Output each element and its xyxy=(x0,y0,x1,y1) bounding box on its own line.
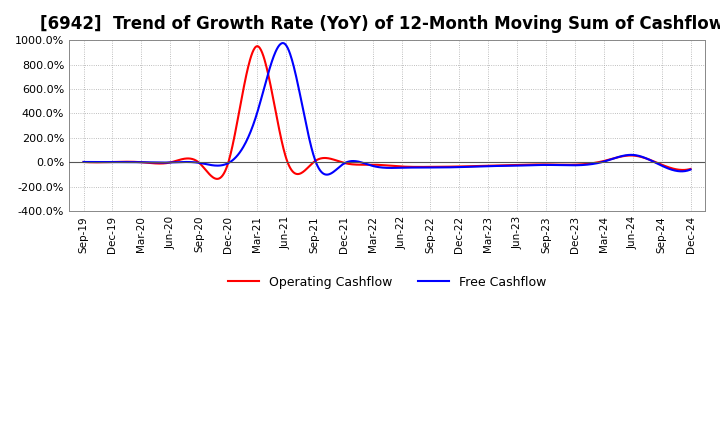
Line: Free Cashflow: Free Cashflow xyxy=(84,43,690,175)
Operating Cashflow xyxy=(554,162,562,167)
Free Cashflow xyxy=(686,167,695,172)
Free Cashflow xyxy=(141,160,150,165)
Operating Cashflow xyxy=(348,161,356,167)
Operating Cashflow xyxy=(141,160,150,165)
Operating Cashflow xyxy=(213,176,222,182)
Free Cashflow xyxy=(498,163,506,169)
Operating Cashflow xyxy=(326,156,335,161)
Legend: Operating Cashflow, Free Cashflow: Operating Cashflow, Free Cashflow xyxy=(223,271,552,294)
Free Cashflow xyxy=(554,162,562,168)
Free Cashflow xyxy=(323,172,331,177)
Free Cashflow xyxy=(348,158,356,164)
Free Cashflow xyxy=(326,171,335,176)
Title: [6942]  Trend of Growth Rate (YoY) of 12-Month Moving Sum of Cashflows: [6942] Trend of Growth Rate (YoY) of 12-… xyxy=(40,15,720,33)
Operating Cashflow xyxy=(79,159,88,165)
Free Cashflow xyxy=(564,163,573,168)
Operating Cashflow xyxy=(498,163,506,168)
Operating Cashflow xyxy=(253,44,261,49)
Free Cashflow xyxy=(79,159,88,165)
Free Cashflow xyxy=(279,40,287,46)
Line: Operating Cashflow: Operating Cashflow xyxy=(84,46,690,179)
Operating Cashflow xyxy=(564,162,573,167)
Operating Cashflow xyxy=(686,166,695,172)
